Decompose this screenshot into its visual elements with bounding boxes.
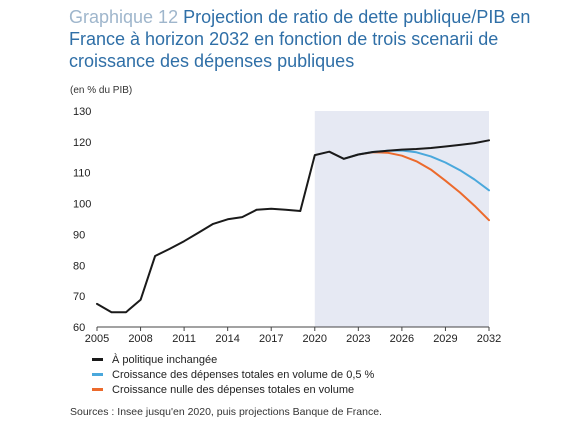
legend-label: Croissance nulle des dépenses totales en… bbox=[112, 383, 355, 396]
series-line-0 bbox=[96, 139, 490, 314]
x-tick-label: 2005 bbox=[85, 333, 109, 345]
source-note: Sources : Insee jusqu'en 2020, puis proj… bbox=[70, 406, 382, 418]
x-tick-label: 2008 bbox=[128, 333, 152, 345]
x-tick-label: 2020 bbox=[303, 333, 327, 345]
legend-swatch-black bbox=[92, 358, 103, 361]
x-tick-label: 2014 bbox=[215, 333, 239, 345]
y-tick-label: 120 bbox=[73, 137, 91, 149]
legend-swatch-blue bbox=[92, 373, 103, 376]
legend-item-croissance-nulle: Croissance nulle des dépenses totales en… bbox=[92, 382, 374, 397]
x-tick-label: 2011 bbox=[172, 333, 196, 345]
y-tick-label: 80 bbox=[73, 260, 85, 272]
x-tick-label: 2032 bbox=[477, 333, 501, 345]
legend-item-politique-inchangee: À politique inchangée bbox=[92, 352, 374, 367]
projection-shading bbox=[314, 111, 489, 327]
legend-label: Croissance des dépenses totales en volum… bbox=[112, 368, 375, 381]
y-tick-label: 130 bbox=[73, 106, 91, 118]
y-tick-label: 60 bbox=[73, 322, 85, 334]
legend: À politique inchangée Croissance des dép… bbox=[92, 352, 374, 397]
y-tick-label: 90 bbox=[73, 229, 85, 241]
y-tick-label: 100 bbox=[73, 199, 91, 211]
figure-title: Projection de ratio de dette publique/PI… bbox=[69, 7, 531, 71]
x-tick-label: 2029 bbox=[433, 333, 457, 345]
legend-swatch-orange bbox=[92, 388, 103, 391]
y-axis-unit: (en % du PIB) bbox=[70, 85, 133, 96]
y-tick-label: 70 bbox=[73, 291, 85, 303]
y-tick-label: 110 bbox=[73, 168, 91, 180]
chart-title: Graphique 12 Projection de ratio de dett… bbox=[69, 6, 564, 72]
figure-label: Graphique 12 bbox=[69, 7, 179, 27]
legend-item-croissance-0-5: Croissance des dépenses totales en volum… bbox=[92, 367, 374, 382]
x-tick-label: 2026 bbox=[390, 333, 414, 345]
x-tick-label: 2017 bbox=[259, 333, 283, 345]
x-tick-label: 2023 bbox=[346, 333, 370, 345]
legend-label: À politique inchangée bbox=[112, 353, 218, 366]
